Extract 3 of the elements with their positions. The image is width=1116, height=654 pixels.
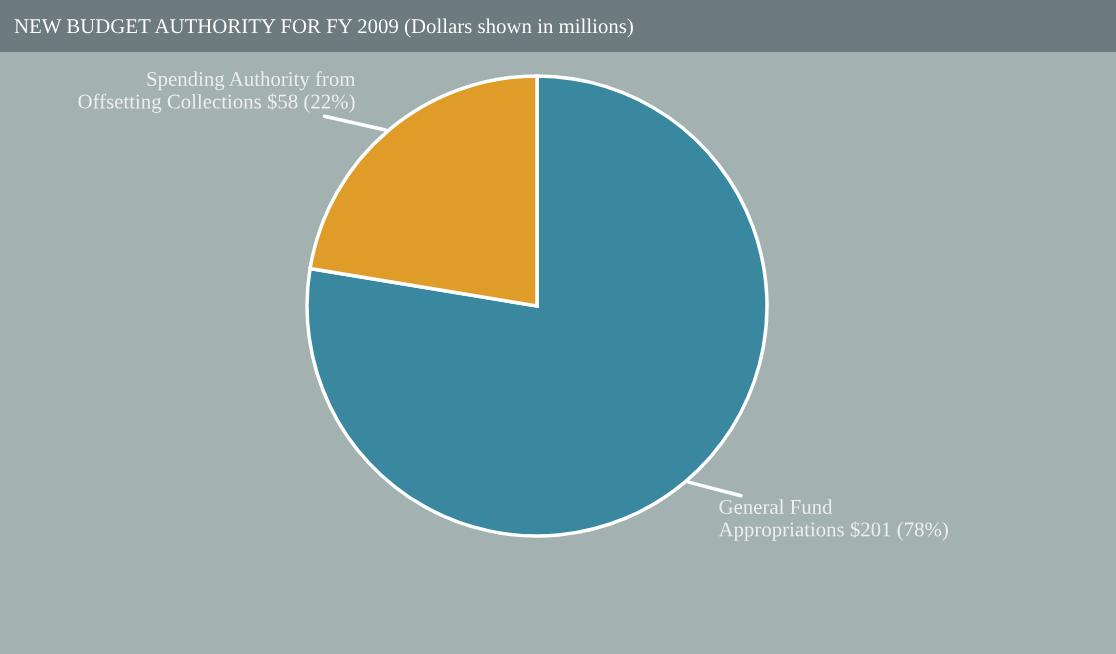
slice-label: General Fund Appropriations $201 (78%)	[718, 499, 948, 541]
slice-label: Spending Authority from Offsetting Collections $58 (22%)	[78, 71, 356, 113]
chart-title: NEW BUDGET AUTHORITY FOR FY 2009 (Dollars shown in millions)	[14, 18, 633, 38]
